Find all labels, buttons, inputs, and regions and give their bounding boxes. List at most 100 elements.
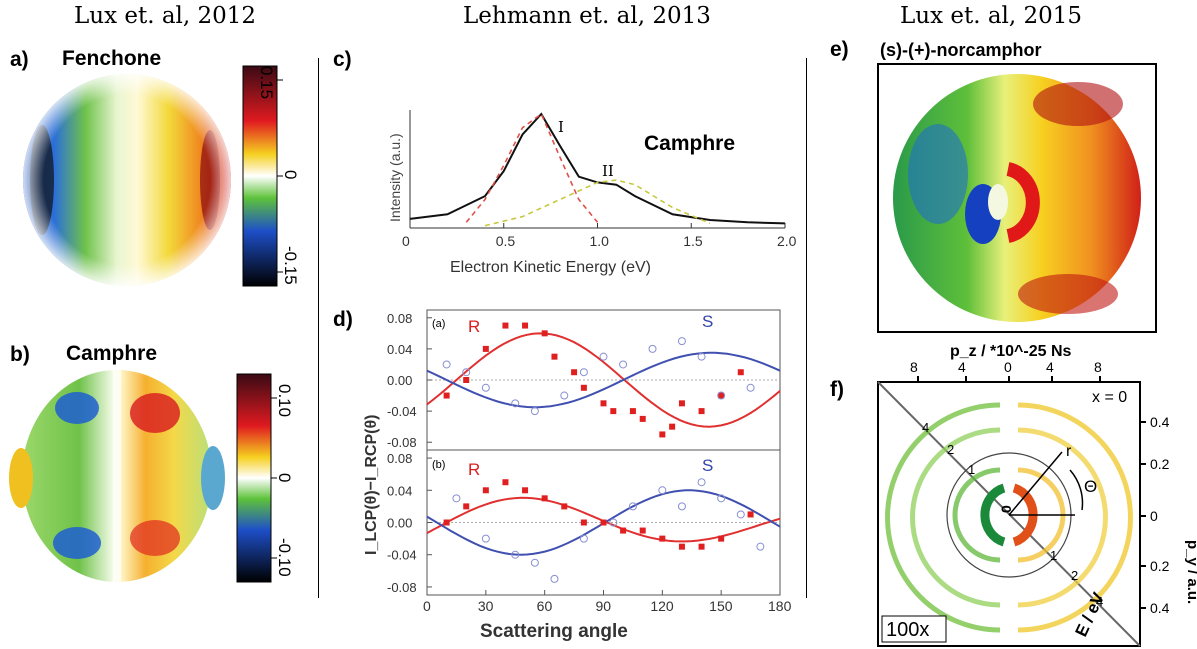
d-point-r bbox=[659, 431, 666, 438]
c-xtick-label: 1.5 bbox=[683, 233, 703, 249]
diag-tick-1: 2 bbox=[947, 442, 954, 457]
diag-tick-2: 1 bbox=[968, 462, 975, 477]
d-ytick-label: 0.08 bbox=[387, 451, 412, 466]
d-point-r bbox=[639, 415, 646, 422]
panel-c-xlabel: Electron Kinetic Energy (eV) bbox=[450, 259, 651, 276]
panel-f-theta: Θ bbox=[1084, 477, 1097, 496]
label-s-top: S bbox=[702, 312, 713, 331]
d-point-r bbox=[698, 408, 705, 415]
d-point-r bbox=[580, 384, 587, 391]
d-xtick-label: 0 bbox=[423, 598, 431, 614]
peak-label-i: I bbox=[558, 118, 564, 136]
d-xtick-label: 30 bbox=[478, 598, 494, 614]
d-point-r bbox=[561, 503, 568, 510]
cbar-a-tick-max: 0.15 bbox=[257, 66, 276, 100]
d-point-r bbox=[620, 527, 627, 534]
d-point-s bbox=[530, 407, 539, 416]
d-point-s bbox=[560, 391, 569, 400]
panel-e-image bbox=[877, 63, 1157, 333]
panel-d-ylabel: I_LCP(θ)−I_RCP(θ) bbox=[363, 415, 380, 555]
d-point-s bbox=[746, 383, 755, 392]
d-point-s bbox=[697, 478, 706, 487]
panel-f-image: r Θ 0 x = 0 100x E / eV 4 2 1 1 2 4 8 4 … bbox=[877, 359, 1197, 647]
d-ytick-label: -0.04 bbox=[387, 404, 417, 419]
diag-tick-4: 2 bbox=[1071, 568, 1078, 583]
d-ytick-label: -0.08 bbox=[387, 580, 417, 595]
d-point-r bbox=[600, 519, 607, 526]
d-xtick-label: 90 bbox=[596, 598, 612, 614]
panel-e-label: e) bbox=[830, 38, 849, 61]
d-point-r bbox=[639, 527, 646, 534]
right-tick-2: 0 bbox=[1150, 508, 1158, 524]
panel-e-title: (s)-(+)-norcamphor bbox=[880, 40, 1042, 60]
d-point-r bbox=[541, 495, 548, 502]
d-point-s bbox=[511, 399, 520, 408]
d-point-r bbox=[502, 322, 509, 329]
panel-d-sub-b: (b) bbox=[432, 459, 445, 471]
header-right: Lux et. al, 2015 bbox=[900, 3, 1083, 29]
panel-c-ylabel: Intensity (a.u.) bbox=[387, 133, 403, 222]
d-point-r bbox=[678, 400, 685, 407]
right-tick-3: 0.2 bbox=[1150, 558, 1170, 574]
top-tick-4: 8 bbox=[1094, 359, 1102, 375]
d-xtick-label: 120 bbox=[650, 598, 674, 614]
panel-c-chart: 0 0.5 1.0 1.5 2.0 I II Intensity (a.u.) Elec… bbox=[387, 110, 797, 276]
panel-c-label: c) bbox=[333, 48, 352, 71]
right-tick-4: 0.4 bbox=[1150, 600, 1170, 616]
d-point-r bbox=[522, 487, 529, 494]
d-point-r bbox=[718, 392, 725, 399]
d-point-s bbox=[609, 518, 618, 527]
panel-f-label: f) bbox=[830, 378, 844, 401]
d-point-s bbox=[462, 368, 471, 377]
d-ytick-label: 0.08 bbox=[387, 311, 412, 326]
panel-d-sub-a: (a) bbox=[432, 318, 445, 330]
panel-f-r: r bbox=[1066, 443, 1072, 460]
panel-f-corner: x = 0 bbox=[1092, 389, 1127, 406]
cbar-a-tick-min: -0.15 bbox=[281, 246, 300, 285]
d-point-s bbox=[677, 502, 686, 511]
label-r-bottom: R bbox=[468, 460, 480, 479]
d-point-s bbox=[579, 368, 588, 377]
d-ytick-label: -0.08 bbox=[387, 435, 417, 450]
d-point-s bbox=[579, 534, 588, 543]
panel-d-label: d) bbox=[333, 308, 353, 331]
d-point-r bbox=[482, 487, 489, 494]
divider-right bbox=[806, 58, 807, 598]
d-point-s bbox=[648, 344, 657, 353]
panel-d-xlabel: Scattering angle bbox=[480, 621, 628, 642]
d-point-r bbox=[659, 535, 666, 542]
d-point-s bbox=[481, 534, 490, 543]
d-point-r bbox=[580, 519, 587, 526]
diag-tick-5: 4 bbox=[1096, 594, 1103, 609]
d-ytick-label: -0.04 bbox=[387, 548, 417, 563]
d-point-r bbox=[737, 369, 744, 376]
panel-a-label: a) bbox=[10, 48, 29, 71]
d-point-r bbox=[610, 408, 617, 415]
d-point-r bbox=[443, 392, 450, 399]
peak-label-ii: II bbox=[602, 162, 614, 180]
d-point-r bbox=[747, 511, 754, 518]
d-point-s bbox=[677, 337, 686, 346]
panel-a-colorbar bbox=[242, 65, 283, 287]
diag-tick-3: 1 bbox=[1050, 548, 1057, 563]
d-point-s bbox=[599, 352, 608, 361]
label-r-top: R bbox=[468, 317, 480, 336]
top-tick-1: 4 bbox=[958, 359, 966, 375]
cbar-b-tick-max: 0.10 bbox=[275, 384, 294, 418]
d-point-s bbox=[530, 558, 539, 567]
c-xtick-label: 2.0 bbox=[777, 233, 797, 249]
c-xtick-label: 0 bbox=[402, 233, 410, 249]
d-point-r bbox=[443, 519, 450, 526]
d-point-r bbox=[678, 543, 685, 550]
d-point-s bbox=[736, 510, 745, 519]
top-tick-0: 8 bbox=[910, 359, 918, 375]
d-point-r bbox=[463, 377, 470, 383]
d-point-r bbox=[629, 408, 636, 415]
cbar-b-tick-zero: 0 bbox=[275, 473, 294, 483]
d-point-r bbox=[482, 345, 489, 352]
series-total-line bbox=[409, 112, 786, 225]
d-point-r bbox=[541, 330, 548, 337]
panel-b-image bbox=[9, 368, 225, 583]
d-fit-r-0 bbox=[426, 332, 781, 428]
d-point-s bbox=[481, 383, 490, 392]
